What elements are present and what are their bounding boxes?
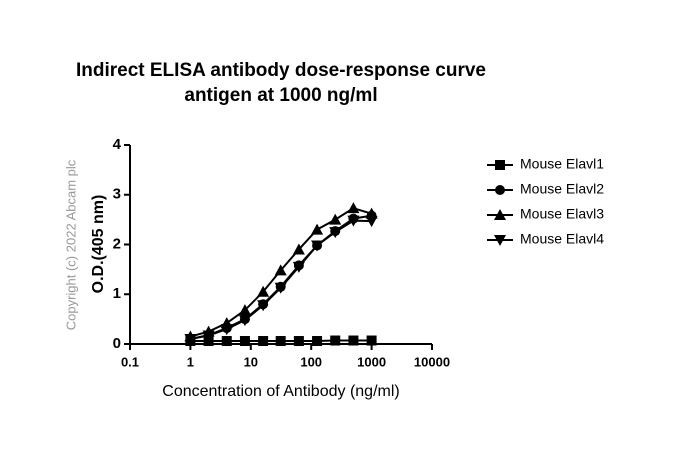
watermark: Copyright (c) 2022 Abcam plc bbox=[63, 159, 78, 330]
legend-label: Mouse Elavl4 bbox=[520, 231, 604, 247]
legend-marker bbox=[495, 185, 505, 195]
data-point bbox=[221, 336, 232, 347]
x-tick-label: 100 bbox=[300, 354, 322, 369]
y-tick-label: 4 bbox=[113, 136, 122, 153]
data-point bbox=[238, 315, 251, 327]
data-point bbox=[311, 240, 324, 252]
data-point bbox=[329, 213, 342, 225]
y-axis-label: O.D.(405 nm) bbox=[90, 195, 107, 294]
data-point bbox=[274, 282, 287, 294]
data-point bbox=[257, 285, 270, 297]
data-point bbox=[311, 223, 324, 235]
data-point bbox=[239, 336, 250, 347]
data-point bbox=[238, 304, 251, 316]
legend-marker bbox=[494, 235, 506, 246]
data-point bbox=[292, 261, 305, 273]
data-point bbox=[184, 334, 197, 346]
data-point bbox=[329, 227, 342, 239]
x-axis-label: Concentration of Antibody (ng/ml) bbox=[162, 383, 399, 400]
legend-marker bbox=[494, 209, 506, 220]
data-point bbox=[292, 243, 305, 255]
x-tick-label: 1 bbox=[187, 354, 194, 369]
legend-label: Mouse Elavl3 bbox=[520, 206, 604, 222]
data-point bbox=[348, 335, 359, 346]
legend-marker bbox=[495, 160, 505, 170]
data-point bbox=[347, 202, 360, 214]
data-point bbox=[365, 216, 378, 228]
data-point bbox=[366, 335, 377, 346]
y-tick-label: 0 bbox=[113, 335, 121, 352]
data-point bbox=[258, 336, 269, 347]
data-point bbox=[257, 300, 270, 312]
data-point bbox=[293, 336, 304, 347]
data-point bbox=[274, 264, 287, 276]
data-point bbox=[365, 207, 378, 219]
legend-label: Mouse Elavl1 bbox=[520, 156, 604, 172]
x-tick-label: 10 bbox=[244, 354, 258, 369]
data-point bbox=[347, 215, 360, 227]
x-tick-label: 10000 bbox=[414, 354, 450, 369]
chart-subtitle: antigen at 1000 ng/ml bbox=[184, 85, 377, 106]
data-point bbox=[202, 330, 215, 342]
data-point bbox=[330, 335, 341, 346]
data-point bbox=[312, 336, 323, 347]
legend-label: Mouse Elavl2 bbox=[520, 181, 604, 197]
data-point bbox=[220, 324, 233, 336]
y-tick-label: 3 bbox=[113, 186, 121, 203]
x-tick-label: 1000 bbox=[357, 354, 386, 369]
y-tick-label: 1 bbox=[113, 285, 121, 302]
data-point bbox=[275, 336, 286, 347]
x-tick-label: 0.1 bbox=[121, 354, 139, 369]
y-tick-label: 2 bbox=[113, 235, 121, 252]
chart-title: Indirect ELISA antibody dose-response cu… bbox=[76, 60, 486, 81]
